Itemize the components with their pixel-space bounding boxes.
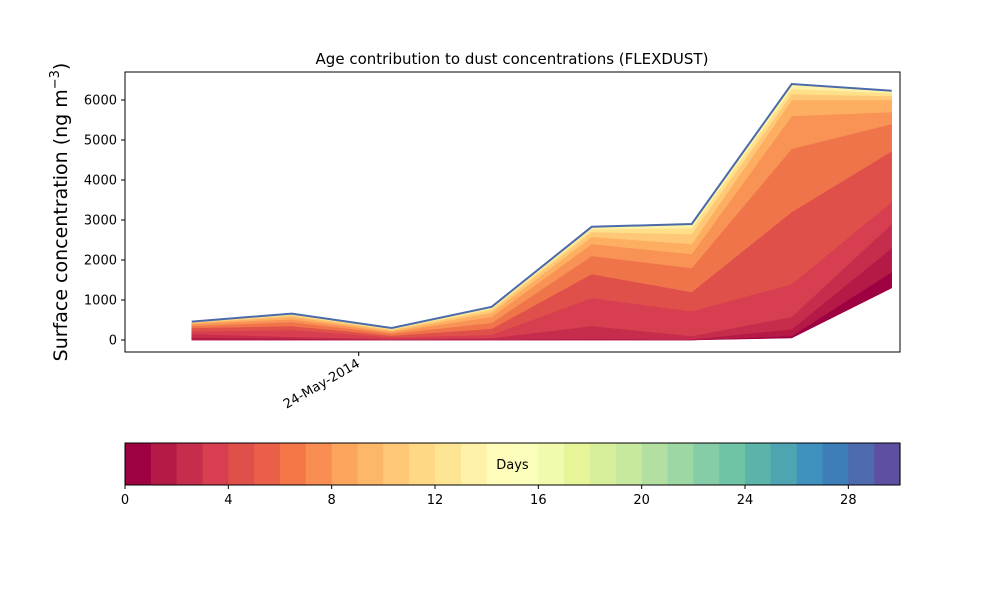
colorbar-bin	[254, 443, 281, 485]
colorbar-bin	[874, 443, 901, 485]
colorbar-bin	[641, 443, 669, 485]
y-tick-label: 0	[109, 334, 117, 349]
colorbar-bin	[150, 443, 178, 485]
colorbar-bin	[460, 443, 488, 485]
colorbar-bin	[796, 443, 824, 485]
colorbar-bin	[280, 443, 307, 485]
colorbar-bin	[590, 443, 617, 485]
colorbar-bin	[615, 443, 643, 485]
colorbar-bin	[512, 443, 539, 485]
colorbar-bin	[125, 443, 152, 485]
colorbar-frame	[124, 442, 901, 486]
y-axis: 0 1000 2000 3000 4000 5000 6000	[84, 94, 125, 349]
colorbar-bin	[538, 443, 565, 485]
y-tick-label: 4000	[84, 174, 117, 189]
y-tick-label: 1000	[84, 294, 117, 309]
y-axis-label-close: )	[50, 63, 72, 70]
y-tick-label: 5000	[84, 134, 117, 149]
colorbar-bin	[564, 443, 591, 485]
colorbar-bin	[228, 443, 255, 485]
colorbar-bin	[305, 443, 333, 485]
svg-text:Surface concentration (ng m−3): Surface concentration (ng m−3)	[48, 63, 72, 362]
total-line-group	[191, 82, 892, 330]
colorbar-bin	[667, 443, 694, 485]
y-axis-label-exponent: −3	[48, 70, 63, 89]
total-line	[191, 82, 892, 330]
colorbar-bin	[848, 443, 875, 485]
y-tick-label: 2000	[84, 254, 117, 269]
x-tick-label: 24-May-2014	[281, 356, 363, 412]
colorbar-bin	[383, 443, 410, 485]
colorbar-bin	[719, 443, 746, 485]
x-axis: 24-May-2014	[281, 352, 363, 412]
colorbar-bin	[357, 443, 384, 485]
colorbar-tick-label: 16	[530, 493, 547, 508]
chart-title: Age contribution to dust concentrations …	[316, 50, 709, 68]
colorbar-tick-label: 12	[427, 493, 444, 508]
colorbar-tick-label: 4	[224, 493, 232, 508]
y-tick-label: 6000	[84, 94, 117, 109]
y-axis-label: Surface concentration (ng m−3)	[48, 63, 72, 362]
colorbar: 0 4 8 12 16 20 24 28 Days	[121, 442, 901, 508]
colorbar-label: Days	[496, 458, 529, 473]
colorbar-bin	[202, 443, 229, 485]
colorbar-tick-label: 28	[840, 493, 857, 508]
y-tick-label: 3000	[84, 214, 117, 229]
colorbar-bin	[693, 443, 720, 485]
plot-frame	[124, 71, 901, 353]
colorbar-bin	[176, 443, 204, 485]
colorbar-bin	[486, 443, 514, 485]
colorbar-tick-label: 24	[737, 493, 754, 508]
colorbar-bin	[331, 443, 359, 485]
colorbar-bin	[770, 443, 798, 485]
colorbar-bin	[435, 443, 462, 485]
colorbar-bin	[745, 443, 772, 485]
colorbar-bin	[822, 443, 849, 485]
colorbar-tick-label: 20	[633, 493, 650, 508]
colorbar-tick-label: 0	[121, 493, 129, 508]
y-axis-label-text: Surface concentration (ng m	[50, 89, 72, 361]
stacked-area-layers	[191, 83, 892, 341]
colorbar-bin	[409, 443, 436, 485]
colorbar-tick-label: 8	[328, 493, 336, 508]
